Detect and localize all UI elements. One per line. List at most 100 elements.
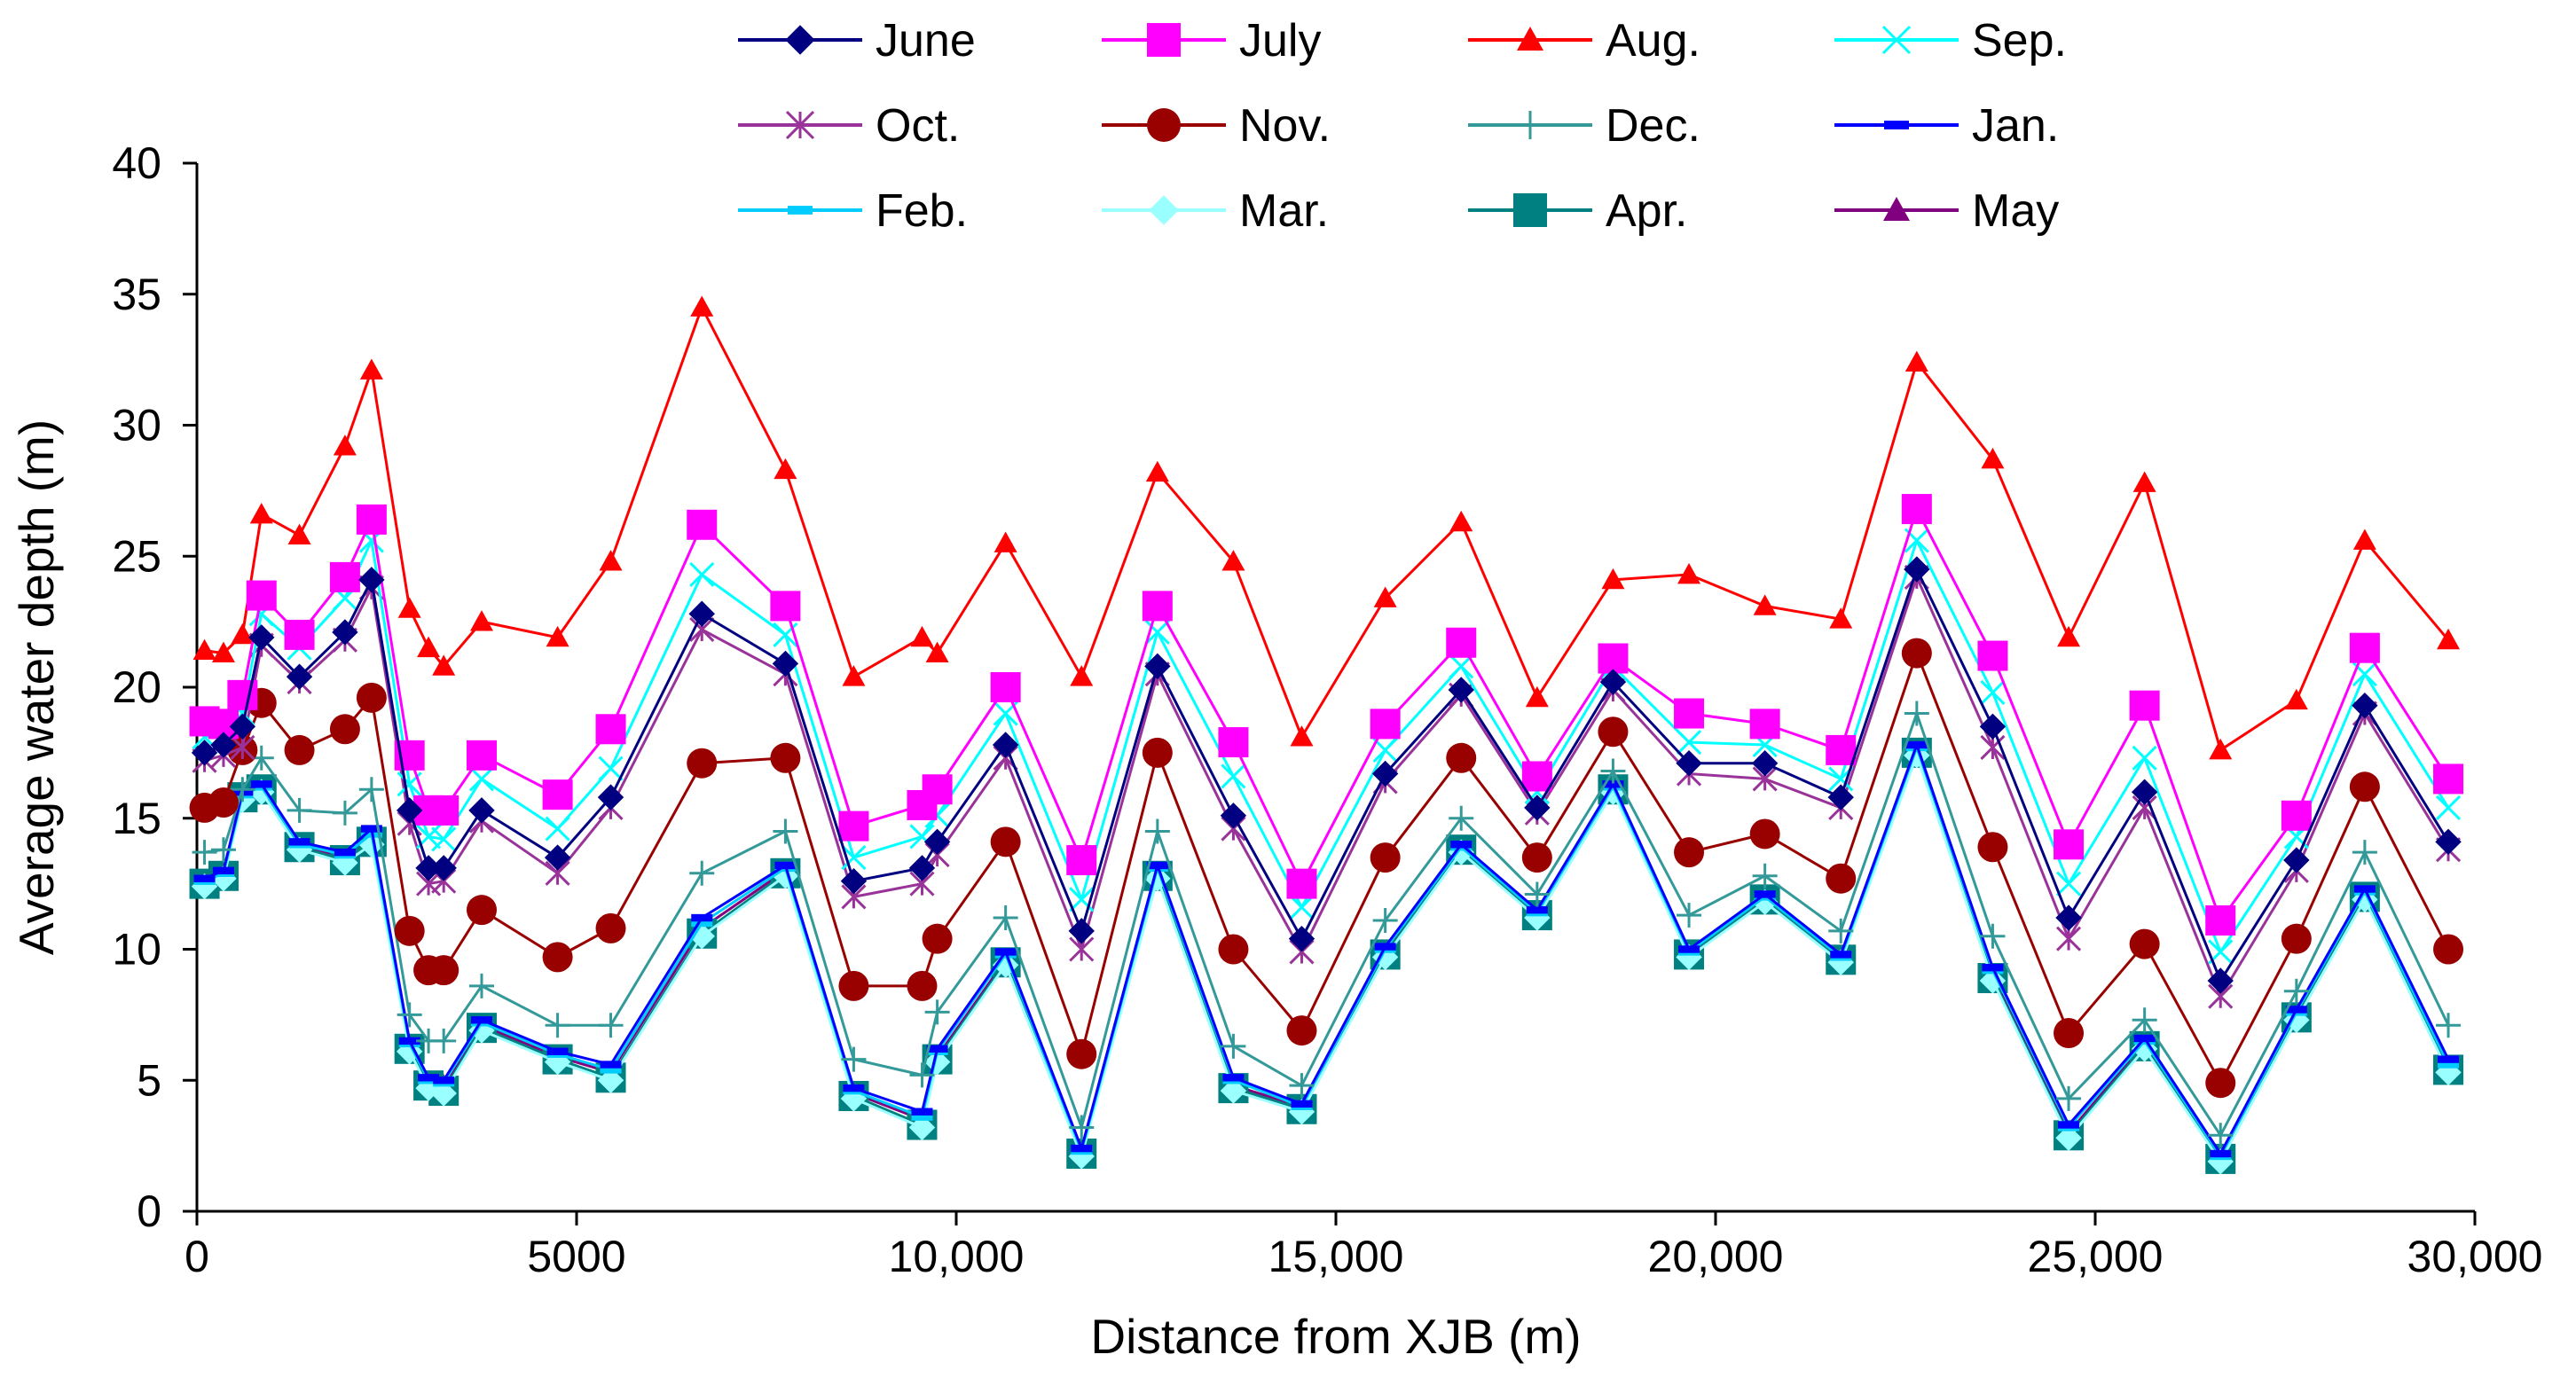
data-point-dec	[1904, 701, 1929, 726]
data-point-sep	[1980, 679, 2006, 705]
x-tick-label: 0	[185, 1232, 209, 1281]
series-line-mar	[203, 754, 2450, 1163]
data-point-july	[1598, 643, 1629, 674]
data-point-nov	[770, 742, 801, 773]
data-point-dec	[1752, 863, 1778, 889]
data-point-dec	[358, 777, 384, 803]
data-point-sep	[431, 826, 457, 852]
data-point-feb	[911, 1113, 933, 1121]
data-point-jan	[288, 838, 310, 846]
data-point-july	[1142, 591, 1173, 622]
data-point-july	[770, 591, 801, 622]
data-point-june	[1904, 556, 1930, 583]
data-point-july	[428, 795, 459, 826]
data-point-feb	[2438, 1061, 2460, 1069]
data-point-jan	[2353, 885, 2376, 893]
data-point-june	[1220, 803, 1247, 829]
y-tick-label: 40	[112, 138, 161, 188]
data-point-sep	[1144, 619, 1170, 646]
data-point-july	[467, 740, 497, 771]
data-point-jan	[212, 866, 234, 875]
data-point-jan	[774, 861, 797, 870]
data-point-jan	[398, 1037, 420, 1045]
data-point-aug	[287, 523, 311, 545]
legend-marker-apr	[1513, 193, 1547, 227]
data-point-july	[1749, 709, 1780, 740]
data-point-nov	[2281, 923, 2312, 954]
data-point-nov	[595, 912, 626, 943]
data-point-july	[356, 504, 387, 535]
data-point-mar	[1979, 967, 2007, 994]
data-point-nov	[838, 970, 869, 1001]
data-point-nov	[1218, 934, 1249, 965]
y-tick-label: 10	[112, 925, 161, 975]
data-point-aug	[1449, 510, 1473, 532]
data-point-aug	[231, 622, 255, 645]
legend-label-apr: Apr.	[1606, 185, 1688, 237]
legend-item-oct: Oct.	[738, 100, 960, 152]
data-point-jan	[1450, 841, 1473, 849]
axes: 0 5 10 15 20 25 30 35 40 0 5000 10,000 15,000 20,000 2…	[112, 138, 2542, 1281]
data-point-nov	[2349, 771, 2380, 803]
y-tick-label: 30	[112, 401, 161, 450]
data-point-dec	[1144, 818, 1170, 844]
data-point-nov	[329, 714, 360, 745]
data-point-july	[246, 580, 277, 611]
data-point-june	[1448, 677, 1474, 703]
data-point-dec	[192, 840, 217, 865]
data-point-feb	[691, 919, 713, 928]
data-point-july	[1446, 627, 1477, 658]
data-point-jan	[250, 780, 272, 788]
data-point-july	[595, 714, 626, 745]
data-point-aug	[1829, 607, 1853, 629]
data-point-june	[332, 619, 358, 646]
data-point-dec	[2132, 1007, 2157, 1033]
data-point-nov	[1749, 818, 1780, 850]
data-point-july	[922, 774, 953, 805]
data-point-sep	[2435, 795, 2462, 820]
data-point-july	[227, 679, 258, 710]
data-point-june	[992, 732, 1019, 758]
data-point-nov	[2129, 928, 2160, 959]
legend-item-may: May	[1834, 185, 2059, 237]
data-point-jan	[2058, 1121, 2080, 1129]
data-point-july	[2129, 690, 2160, 721]
data-point-nov	[922, 923, 953, 954]
data-point-nov	[1901, 638, 1932, 669]
data-point-june	[396, 797, 423, 824]
data-point-aug	[470, 610, 493, 631]
data-point-june	[248, 624, 275, 651]
data-point-june	[2352, 692, 2378, 719]
legend-label-sep: Sep.	[1972, 15, 2067, 67]
legend-marker-aug	[1517, 27, 1543, 51]
data-point-june	[286, 663, 313, 690]
data-point-jan	[1071, 1144, 1093, 1153]
data-point-june	[597, 784, 624, 810]
data-point-sep	[598, 756, 624, 781]
data-point-aug	[1373, 586, 1397, 607]
data-point-nov	[907, 970, 938, 1001]
x-tick-label: 10,000	[889, 1232, 1025, 1281]
data-point-dec	[1828, 918, 1854, 943]
data-point-aug	[1525, 685, 1549, 708]
data-point-june	[688, 600, 715, 627]
data-point-aug	[925, 641, 949, 662]
data-point-dec	[1449, 805, 1474, 831]
data-point-dec	[993, 905, 1018, 931]
data-point-aug	[211, 641, 235, 662]
data-point-nov	[208, 787, 239, 818]
legend-marker-oct	[785, 110, 815, 140]
series-june	[191, 556, 2462, 994]
data-point-june	[229, 713, 256, 740]
series-line-jan	[203, 743, 2450, 1155]
data-point-dec	[1980, 923, 2006, 949]
legend-label-oct: Oct.	[876, 100, 960, 152]
data-point-nov	[467, 895, 497, 926]
data-point-aug	[910, 625, 934, 647]
legend-label-mar: Mar.	[1239, 185, 1329, 237]
legend-item-june: June	[738, 15, 976, 67]
legend-item-nov: Nov.	[1102, 100, 1331, 152]
legend-item-feb: Feb.	[738, 185, 968, 237]
legend-marker-jan	[1884, 121, 1909, 129]
